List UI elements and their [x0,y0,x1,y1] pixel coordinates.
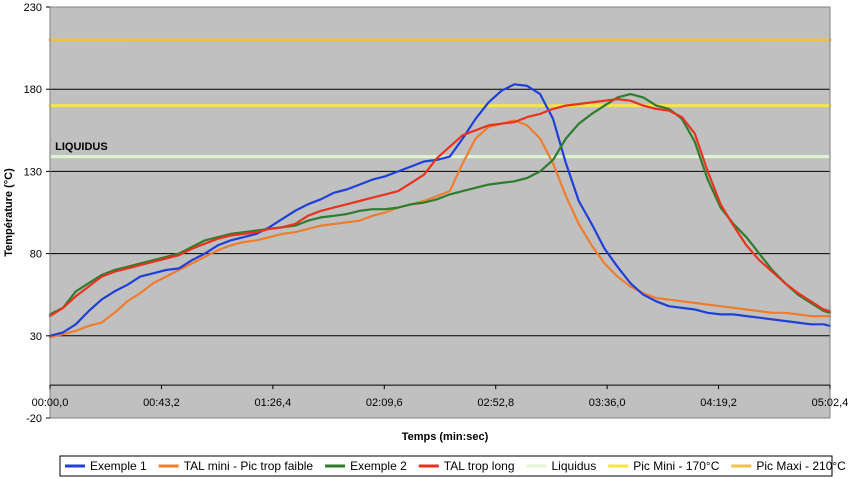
y-tick-label: -20 [26,413,42,425]
y-axis-title: Température (°C) [3,168,15,257]
series-line-2 [48,92,832,316]
legend-label: TAL trop long [444,459,515,473]
series-line-3 [48,97,832,318]
x-tick-label: 05:02,4 [812,397,849,409]
legend-label: Liquidus [552,459,597,473]
x-tick-label: 02:09,6 [366,397,403,409]
y-axis-ticks: -20 30 80 130 180 230 [24,2,50,425]
legend-label: Exemple 2 [350,459,407,473]
x-tick-label: 01:26,4 [255,397,292,409]
y-tick-label: 180 [24,84,42,96]
x-axis-ticks: 00:00,0 00:43,2 01:26,4 02:09,6 02:52,8 03:36… [32,384,849,409]
legend: Exemple 1 TAL mini - Pic trop faible Exemp… [59,455,846,477]
x-tick-label: 00:00,0 [32,397,69,409]
plot-border [49,6,831,419]
x-tick-label: 04:19,2 [700,397,737,409]
y-tick-label: 130 [24,166,42,178]
x-axis-title: Temps (min:sec) [402,431,489,443]
plot-area [50,7,830,418]
series-line-0 [48,83,832,337]
liquidus-annotation: LIQUIDUS [55,141,108,153]
legend-label: Exemple 1 [90,459,147,473]
legend-box [59,455,833,477]
x-tick-label: 03:36,0 [589,397,626,409]
y-tick-label: 230 [24,2,42,14]
series-lines [48,38,832,339]
legend-label: TAL mini - Pic trop faible [184,459,314,473]
x-tick-label: 00:43,2 [143,397,180,409]
legend-label: Pic Mini - 170°C [633,459,719,473]
x-tick-label: 02:52,8 [477,397,514,409]
series-line-1 [48,119,832,339]
y-tick-label: 80 [30,249,42,261]
y-tick-label: 30 [30,331,42,343]
legend-label: Pic Maxi - 210°C [756,459,846,473]
